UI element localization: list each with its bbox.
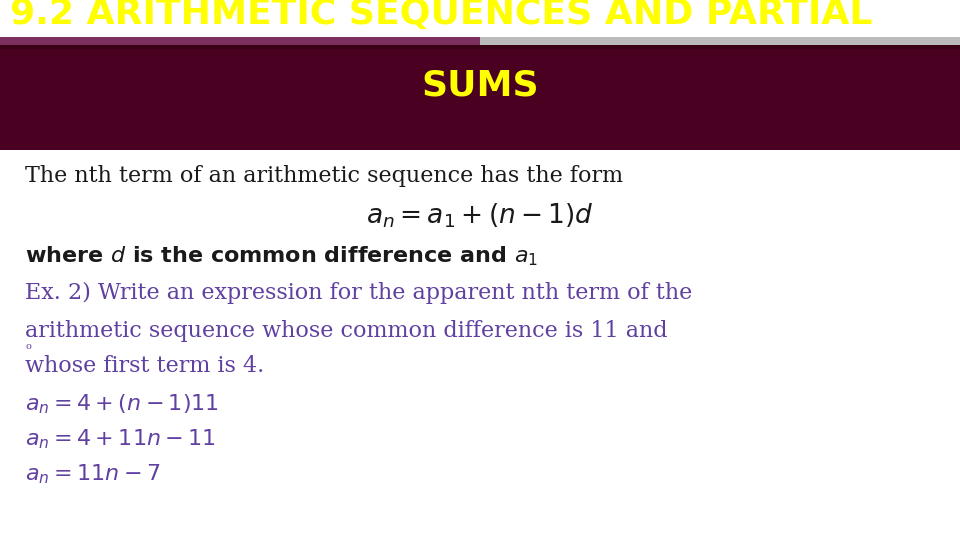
Bar (0, 37, 960, 49)
Text: $a_n = a_1 + (n-1)d$: $a_n = a_1 + (n-1)d$ (367, 202, 593, 231)
Text: $a_n = 4 + 11n - 11$: $a_n = 4 + 11n - 11$ (25, 427, 216, 450)
Text: where $d$ is the common difference and $a_1$: where $d$ is the common difference and $… (25, 244, 539, 268)
Text: The nth term of an arithmetic sequence has the form: The nth term of an arithmetic sequence h… (25, 165, 623, 187)
Text: SUMS: SUMS (421, 68, 539, 102)
Bar (480, 37, 960, 45)
Bar (0, 37, 480, 45)
Bar (0, 45, 960, 150)
Text: whose first term is 4.: whose first term is 4. (25, 355, 264, 377)
Text: $a_n = 4 + (n-1)11$: $a_n = 4 + (n-1)11$ (25, 392, 219, 416)
Text: Ex. 2) Write an expression for the apparent nth term of the: Ex. 2) Write an expression for the appar… (25, 282, 692, 304)
Text: 9.2 ARITHMETIC SEQUENCES AND PARTIAL: 9.2 ARITHMETIC SEQUENCES AND PARTIAL (10, 0, 873, 31)
Text: arithmetic sequence whose common difference is 11 and: arithmetic sequence whose common differe… (25, 320, 667, 342)
Text: $a_n = 11n - 7$: $a_n = 11n - 7$ (25, 462, 160, 485)
Text: o: o (25, 342, 31, 351)
